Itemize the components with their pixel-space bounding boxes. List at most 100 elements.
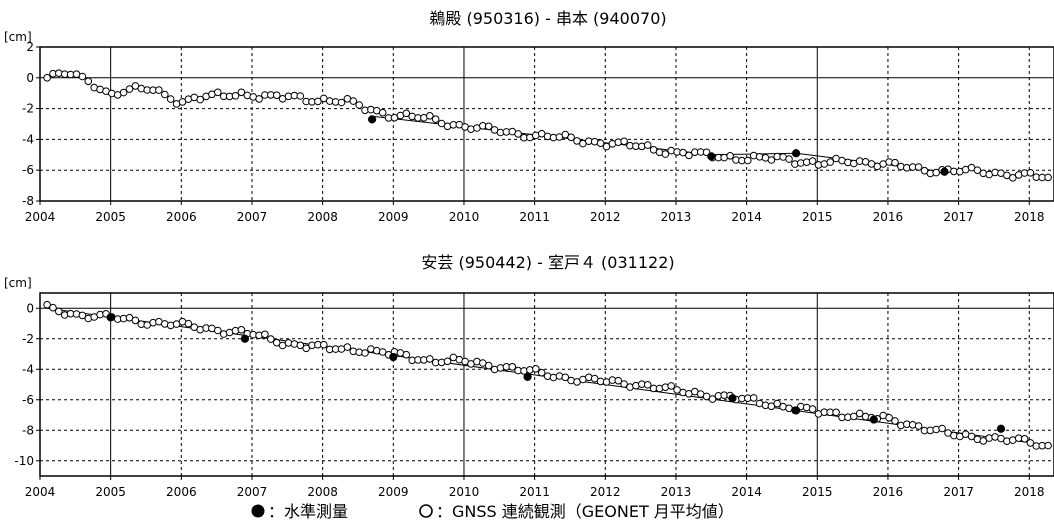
gnss-point (426, 355, 434, 363)
gnss-point (826, 158, 835, 166)
gnss-point (184, 319, 193, 328)
gnss-point (1044, 441, 1052, 450)
gnss-point (302, 344, 311, 353)
chart-panel-2: 安芸 (950442) - 室戸４ (031122) [cm] 0 -2 -4 -6 -8 -… (4, 253, 1054, 499)
x-tick-label: 2012 (590, 210, 621, 224)
legend-leveling-marker (251, 504, 265, 518)
gnss-point (426, 112, 434, 120)
gnss-point (1026, 169, 1035, 177)
gnss-point (78, 72, 87, 81)
x-tick-label: 2007 (237, 210, 268, 224)
gnss-point (261, 330, 269, 339)
x-tick-label: 2008 (307, 485, 338, 499)
gnss-point (378, 108, 387, 117)
x-tick-label: 2010 (449, 210, 480, 224)
gnss-point (231, 92, 240, 100)
leveling-point (728, 394, 737, 403)
gnss-point (125, 85, 134, 93)
leveling-point (869, 415, 878, 424)
gnss-point (590, 374, 599, 383)
x-tick-label: 2018 (1014, 485, 1045, 499)
gnss-point (131, 316, 140, 325)
gnss-point (484, 361, 493, 370)
y-axis-unit-label: [cm] (4, 276, 32, 290)
legend-gnss-marker (419, 504, 433, 518)
gnss-point (708, 395, 717, 403)
gnss-point (155, 86, 163, 94)
chart-title: 鵜殿 (950316) - 串本 (940070) (429, 9, 666, 28)
x-tick-label: 2017 (943, 485, 974, 499)
gnss-point (979, 437, 988, 445)
gnss-point (49, 303, 57, 312)
gnss-point (267, 335, 275, 343)
y-tick-label: -8 (22, 423, 34, 437)
gnss-point (237, 88, 246, 97)
y-tick-label: -6 (22, 163, 34, 177)
gnss-point (808, 157, 817, 165)
gnss-point (932, 168, 941, 177)
gnss-point (537, 368, 546, 377)
gnss-point (661, 150, 670, 158)
x-tick-label: 2006 (166, 210, 197, 224)
gnss-point (196, 95, 204, 104)
y-tick-label: -4 (22, 132, 34, 146)
leveling-point (523, 372, 532, 381)
x-tick-label: 2015 (802, 210, 833, 224)
gnss-point (296, 92, 305, 100)
legend-leveling-label: ：水準測量 (268, 502, 348, 521)
gnss-point (643, 141, 652, 149)
gnss-point (832, 408, 840, 417)
x-tick-label: 2011 (519, 210, 550, 224)
gnss-point (255, 95, 263, 103)
gnss-point (726, 152, 734, 160)
gnss-point (667, 382, 676, 390)
gnss-point (237, 326, 246, 334)
leveling-point (791, 149, 801, 158)
x-tick-label: 2005 (95, 485, 126, 499)
plot-frame (39, 292, 1054, 477)
gnss-point (272, 338, 281, 347)
x-tick-label: 2012 (590, 485, 621, 499)
gnss-point (643, 381, 652, 389)
gnss-point (437, 119, 446, 128)
gnss-point (614, 376, 623, 385)
gnss-point (337, 98, 346, 107)
y-tick-label: -10 (14, 454, 34, 468)
gnss-point (1009, 174, 1017, 182)
gnss-point (620, 137, 628, 146)
y-axis-unit-label: [cm] (4, 30, 32, 44)
gnss-point (214, 88, 222, 97)
y-tick-label: 0 (26, 71, 34, 85)
gnss-point (43, 74, 51, 82)
x-tick-label: 2005 (95, 210, 126, 224)
gnss-point (214, 326, 222, 335)
y-tick-label: 0 (26, 301, 34, 315)
gnss-point (602, 142, 611, 151)
y-tick-label: 2 (26, 40, 34, 54)
leveling-point (940, 167, 949, 176)
gnss-point (78, 311, 87, 320)
x-tick-label: 2004 (25, 485, 56, 499)
chart-panel-1: 鵜殿 (950316) - 串本 (940070) [cm]2 0 -2 -4 -6 -8 2… (4, 9, 1054, 224)
leveling-point (106, 313, 115, 322)
gnss-point (349, 97, 358, 105)
gnss-point (272, 91, 281, 99)
gnss-point (355, 101, 364, 109)
gnss-point (378, 348, 387, 356)
gnss-point (938, 424, 946, 433)
x-tick-label: 2016 (873, 210, 904, 224)
y-tick-label: -4 (22, 362, 34, 376)
leveling-point (791, 406, 801, 415)
leveling-point (389, 352, 398, 362)
gnss-point (567, 133, 575, 142)
x-tick-label: 2016 (873, 485, 904, 499)
gnss-point (361, 349, 369, 357)
gnss-point (914, 163, 923, 171)
gnss-point (166, 95, 175, 103)
chart-title: 安芸 (950442) - 室戸４ (031122) (421, 253, 674, 272)
x-tick-label: 2013 (661, 210, 692, 224)
gnss-point (514, 130, 522, 138)
gnss-point (561, 373, 570, 382)
gnss-point (967, 432, 976, 441)
x-tick-label: 2011 (519, 485, 550, 499)
